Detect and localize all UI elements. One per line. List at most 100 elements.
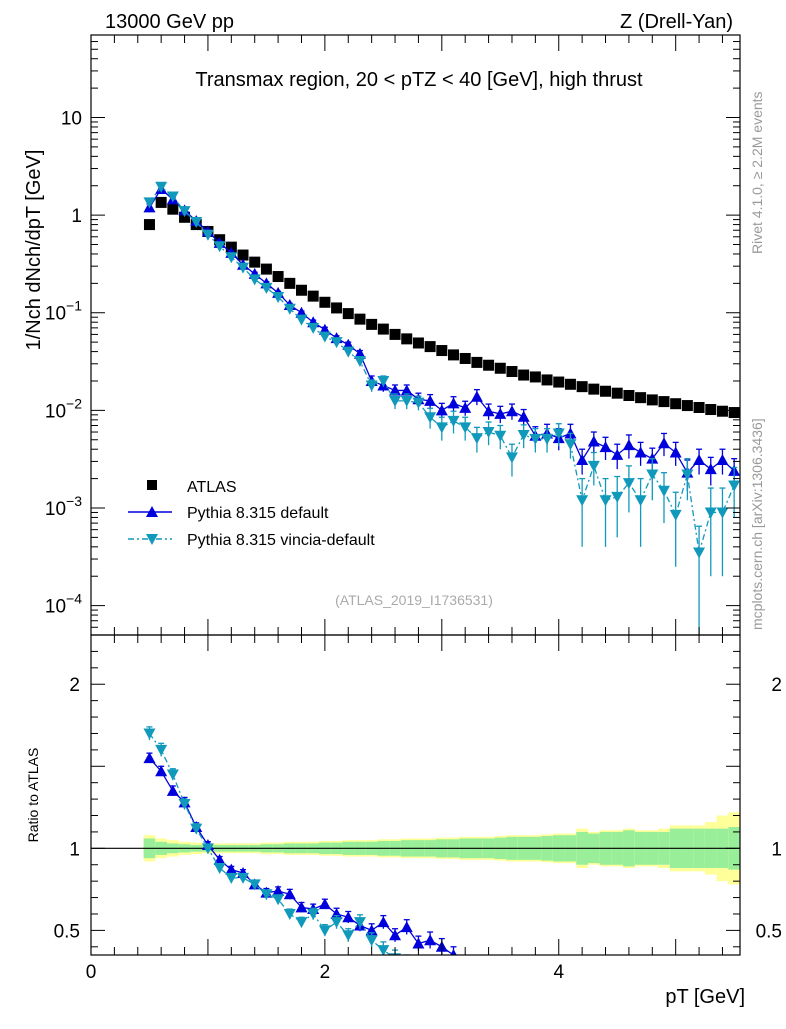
ratio-point (295, 901, 308, 913)
data-point (377, 323, 389, 335)
y-tick-base: 10 (45, 401, 66, 422)
data-point (295, 284, 307, 296)
data-point (318, 331, 331, 343)
ratio-y-axis: 0.5 0.5 1 1 2 2 (54, 650, 782, 948)
data-point (564, 378, 576, 390)
data-point (331, 302, 343, 314)
chart-title-text: Transmax region, 20 < pTZ < 40 [GeV], hi… (195, 69, 643, 91)
data-point (517, 410, 530, 422)
data-point (248, 274, 261, 286)
data-point (319, 296, 331, 308)
ratio-y-tick-label-right: 2 (771, 675, 782, 696)
data-point (354, 313, 366, 325)
data-point (670, 398, 682, 410)
main-series-1 (143, 183, 740, 491)
ratio-point (342, 911, 355, 923)
data-point (552, 428, 565, 440)
ratio-point (166, 784, 179, 796)
y-tick-base: 10 (45, 304, 66, 325)
data-point (623, 390, 635, 402)
x-tick-label: 2 (320, 962, 331, 983)
data-point (494, 430, 507, 442)
ratio-point (318, 925, 331, 937)
data-point (237, 249, 249, 261)
data-point (622, 439, 635, 451)
analysis-watermark: (ATLAS_2019_I1736531) (335, 592, 493, 608)
ratio-point (295, 917, 308, 929)
data-point (190, 217, 203, 229)
data-point (471, 356, 483, 368)
chart-title: Transmax region, 20 < pTZ < 40 [GeV], hi… (195, 69, 643, 91)
data-point (728, 480, 740, 492)
legend-default-marker (146, 506, 158, 517)
data-point (353, 356, 366, 368)
ratio-point (225, 863, 238, 875)
data-point (658, 396, 670, 408)
data-point (599, 441, 612, 453)
data-point (424, 341, 436, 353)
data-point (517, 429, 530, 441)
process-label: Z (Drell-Yan) (620, 11, 733, 33)
data-point (155, 196, 167, 208)
data-point (541, 433, 554, 445)
data-point (588, 383, 600, 395)
data-point (587, 460, 600, 472)
y-tick-label: 1 (71, 206, 82, 227)
ratio-point (178, 799, 191, 811)
ratio-point (143, 752, 156, 764)
ratio-y-tick-label-right: 1 (771, 839, 782, 860)
data-point (646, 469, 659, 481)
x-axis-label: pT [GeV] (665, 986, 745, 1008)
data-point (143, 219, 155, 231)
data-point (213, 241, 226, 253)
data-point (693, 454, 706, 466)
data-point (166, 191, 179, 203)
data-point (237, 262, 250, 274)
y-tick-base: 10 (45, 499, 66, 520)
data-point (447, 415, 460, 427)
data-point (657, 485, 670, 497)
ratio-point (143, 728, 156, 740)
data-point (295, 314, 308, 326)
data-point (576, 381, 588, 393)
data-point (366, 318, 378, 330)
data-point (400, 384, 413, 396)
x-tick-label: 0 (86, 962, 97, 983)
ratio-frame (90, 634, 741, 956)
data-point (459, 401, 472, 413)
ratio-point (342, 930, 355, 942)
main-data (143, 181, 740, 635)
data-point (412, 397, 425, 409)
ratio-point (424, 934, 437, 946)
y-tick-label: 10−4 (45, 591, 82, 618)
data-point (283, 303, 296, 315)
data-point (506, 366, 518, 378)
data-point (167, 203, 179, 215)
data-point (459, 352, 471, 364)
data-point (225, 252, 238, 264)
data-point (669, 446, 682, 458)
ratio-point (272, 885, 285, 896)
y-tick-base: 10 (45, 597, 66, 618)
data-point (494, 407, 507, 419)
data-point (424, 394, 437, 406)
data-point (260, 263, 272, 275)
y-tick-exp: −1 (66, 298, 82, 314)
data-point (389, 384, 402, 396)
ratio-point (412, 937, 425, 949)
y-tick-exp: −4 (66, 591, 82, 607)
data-point (704, 463, 717, 475)
data-point (576, 495, 589, 507)
data-point (716, 507, 729, 519)
data-point (669, 509, 682, 521)
ratio-point (155, 744, 168, 756)
data-point (529, 433, 542, 445)
data-point (470, 390, 483, 402)
data-point (681, 400, 693, 412)
data-point (681, 469, 694, 481)
data-point (435, 422, 448, 434)
data-point (400, 395, 413, 407)
ratio-point (283, 908, 296, 920)
